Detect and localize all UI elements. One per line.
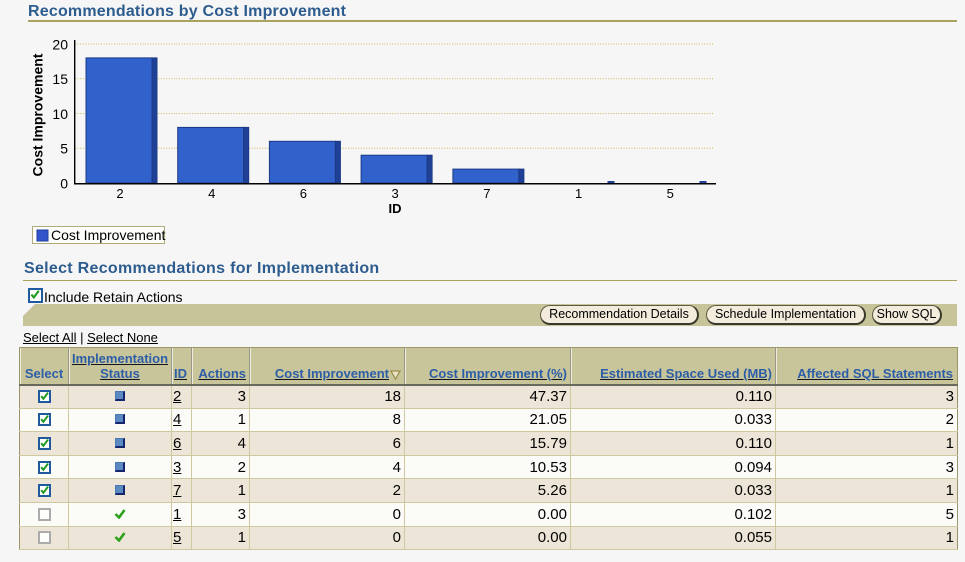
svg-text:0: 0 xyxy=(60,176,68,192)
svg-text:5: 5 xyxy=(667,186,674,201)
svg-text:4: 4 xyxy=(208,186,215,201)
svg-text:6: 6 xyxy=(300,186,307,201)
svg-text:Cost Improvement: Cost Improvement xyxy=(51,227,165,243)
svg-text:15: 15 xyxy=(52,71,68,87)
svg-text:5: 5 xyxy=(60,141,68,157)
svg-text:10: 10 xyxy=(52,106,68,122)
svg-text:ID: ID xyxy=(389,201,402,216)
svg-text:1: 1 xyxy=(575,186,582,201)
svg-text:20: 20 xyxy=(52,37,68,53)
svg-text:3: 3 xyxy=(391,186,398,201)
svg-text:2: 2 xyxy=(116,186,123,201)
svg-text:7: 7 xyxy=(483,186,490,201)
svg-text:Cost Improvement: Cost Improvement xyxy=(30,53,46,176)
